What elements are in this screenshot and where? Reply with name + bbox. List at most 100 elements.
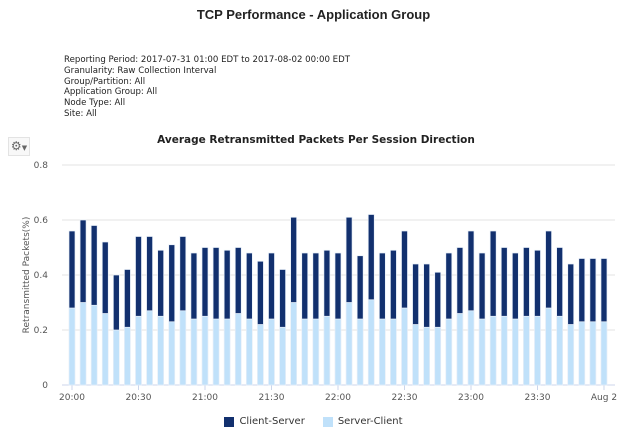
bar-client-server bbox=[367, 214, 375, 301]
bar-client-server bbox=[489, 230, 497, 317]
bar-server-client bbox=[201, 315, 209, 386]
bar-client-server bbox=[245, 252, 253, 320]
bar-client-server bbox=[511, 252, 519, 320]
x-tick-label: Aug 2 bbox=[591, 393, 617, 403]
bar-client-server bbox=[500, 247, 508, 317]
bar-server-client bbox=[578, 321, 586, 386]
bar-server-client bbox=[101, 313, 109, 386]
bar-server-client bbox=[157, 315, 165, 386]
bar-client-server bbox=[589, 258, 597, 323]
bar-server-client bbox=[223, 318, 231, 386]
x-tick-label: 20:30 bbox=[126, 393, 152, 403]
bar-server-client bbox=[589, 321, 597, 386]
bar-server-client bbox=[556, 315, 564, 386]
bar-client-server bbox=[124, 269, 131, 328]
group-partition: Group/Partition: All bbox=[64, 76, 146, 87]
bar-server-client bbox=[534, 315, 541, 386]
bar-client-server bbox=[268, 252, 275, 320]
bar-client-server bbox=[545, 230, 552, 309]
bar-client-server bbox=[68, 230, 76, 309]
bar-client-server bbox=[257, 260, 264, 325]
bar-server-client bbox=[356, 318, 364, 386]
bar-client-server bbox=[146, 236, 153, 312]
bar-server-client bbox=[190, 318, 198, 386]
bar-server-client bbox=[268, 318, 275, 386]
bar-server-client bbox=[434, 326, 442, 386]
bar-server-client bbox=[401, 307, 408, 386]
bar-server-client bbox=[312, 318, 320, 386]
bar-client-server bbox=[556, 247, 564, 317]
bar-client-server bbox=[567, 263, 575, 325]
x-tick-label: 22:30 bbox=[392, 393, 418, 403]
bar-server-client bbox=[445, 318, 453, 386]
bar-server-client bbox=[456, 313, 464, 386]
bar-client-server bbox=[523, 247, 530, 317]
bar-client-server bbox=[312, 252, 320, 320]
report-info: Reporting Period: 2017-07-31 01:00 EDT t… bbox=[64, 55, 350, 120]
legend: Client-Server Server-Client bbox=[0, 416, 627, 427]
bar-server-client bbox=[146, 310, 153, 386]
site: Site: All bbox=[64, 108, 97, 119]
bar-server-client bbox=[489, 315, 497, 386]
bar-server-client bbox=[378, 318, 386, 386]
bar-client-server bbox=[356, 255, 364, 320]
bar-server-client bbox=[79, 302, 87, 386]
bar-server-client bbox=[112, 329, 120, 386]
bar-client-server bbox=[201, 247, 209, 317]
bar-client-server bbox=[334, 252, 342, 320]
legend-swatch bbox=[224, 416, 235, 427]
bar-client-server bbox=[456, 247, 464, 314]
bar-client-server bbox=[212, 247, 220, 320]
granularity: Granularity: Raw Collection Interval bbox=[64, 65, 217, 76]
bar-server-client bbox=[124, 326, 131, 386]
gear-icon: ⚙ bbox=[10, 139, 22, 153]
chart-settings-button[interactable]: ⚙▼ bbox=[8, 137, 30, 156]
bar-server-client bbox=[567, 324, 575, 386]
bar-server-client bbox=[423, 326, 431, 386]
bar-server-client bbox=[168, 321, 176, 386]
bar-client-server bbox=[157, 249, 165, 317]
node-type: Node Type: All bbox=[64, 98, 126, 109]
x-tick-label: 23:00 bbox=[458, 393, 484, 403]
bar-server-client bbox=[245, 318, 253, 386]
reporting-period: Reporting Period: 2017-07-31 01:00 EDT t… bbox=[64, 55, 350, 65]
y-tick-label: 0.6 bbox=[34, 216, 49, 226]
bar-client-server bbox=[600, 258, 608, 323]
x-tick-label: 23:30 bbox=[525, 393, 551, 403]
legend-server-client[interactable]: Server-Client bbox=[322, 416, 403, 427]
bar-server-client bbox=[467, 310, 475, 386]
x-tick-label: 20:00 bbox=[59, 393, 85, 403]
legend-label: Client-Server bbox=[239, 416, 305, 427]
y-tick-label: 0.8 bbox=[34, 161, 49, 171]
bar-server-client bbox=[412, 324, 419, 386]
bar-client-server bbox=[301, 252, 309, 320]
bar-server-client bbox=[279, 326, 286, 386]
bar-client-server bbox=[445, 252, 453, 320]
bar-client-server bbox=[223, 249, 231, 320]
bar-server-client bbox=[511, 318, 519, 386]
bar-server-client bbox=[545, 307, 552, 386]
bar-server-client bbox=[212, 318, 220, 386]
bar-client-server bbox=[279, 269, 286, 328]
bar-client-server bbox=[79, 219, 87, 303]
caret-down-icon: ▼ bbox=[21, 144, 28, 152]
bar-client-server bbox=[478, 252, 486, 320]
bar-server-client bbox=[345, 302, 353, 386]
legend-client-server[interactable]: Client-Server bbox=[224, 416, 305, 427]
y-axis-label: Retransmitted Packets(%) bbox=[22, 217, 32, 334]
bar-client-server bbox=[534, 249, 541, 317]
bar-client-server bbox=[401, 230, 408, 309]
bar-server-client bbox=[301, 318, 309, 386]
x-tick-label: 22:00 bbox=[325, 393, 351, 403]
x-tick-label: 21:30 bbox=[259, 393, 285, 403]
bar-client-server bbox=[467, 230, 475, 312]
chart-title: Average Retransmitted Packets Per Sessio… bbox=[157, 134, 475, 146]
bar-client-server bbox=[168, 244, 176, 323]
bar-client-server bbox=[135, 236, 142, 317]
application-group: Application Group: All bbox=[64, 87, 158, 98]
bar-client-server bbox=[290, 216, 298, 303]
bar-client-server bbox=[578, 258, 586, 323]
y-tick-label: 0.4 bbox=[34, 271, 49, 281]
y-tick-label: 0.2 bbox=[34, 326, 48, 336]
